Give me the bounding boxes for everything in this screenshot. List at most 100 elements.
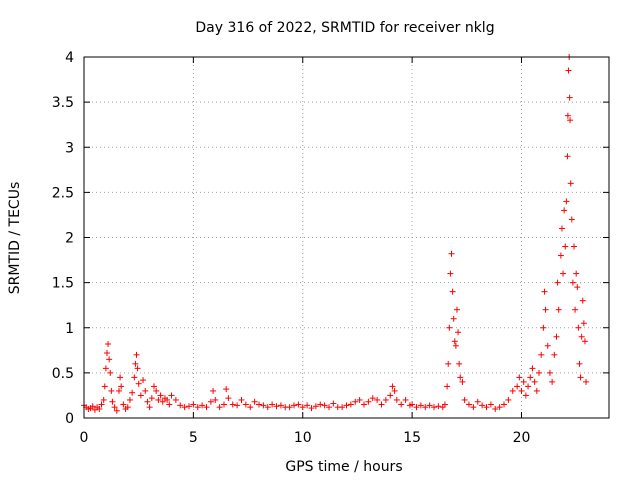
- data-point: [216, 404, 223, 411]
- data-point: [260, 402, 267, 409]
- data-point: [159, 398, 166, 405]
- x-axis-label: GPS time / hours: [285, 459, 402, 475]
- data-point: [431, 404, 437, 411]
- data-point: [129, 389, 136, 396]
- data-point: [566, 94, 573, 101]
- data-point: [553, 333, 560, 340]
- data-point: [560, 270, 567, 277]
- data-point: [576, 360, 583, 367]
- data-point: [393, 396, 400, 403]
- data-point: [109, 398, 116, 405]
- data-point: [134, 365, 141, 372]
- data-point: [190, 401, 197, 408]
- data-point: [529, 365, 536, 372]
- data-point: [339, 404, 346, 411]
- data-point: [132, 360, 139, 367]
- data-point: [422, 404, 429, 411]
- data-point: [447, 270, 454, 277]
- data-point: [444, 383, 451, 390]
- data-point: [194, 404, 201, 411]
- data-point: [137, 392, 144, 399]
- data-point: [291, 402, 297, 409]
- data-point: [100, 396, 107, 403]
- data-point: [212, 396, 219, 403]
- data-point: [487, 401, 494, 408]
- data-point: [389, 383, 396, 390]
- data-point: [106, 356, 113, 363]
- data-point: [533, 387, 540, 394]
- data-point: [518, 387, 525, 394]
- data-point: [448, 250, 455, 257]
- data-point: [536, 369, 542, 376]
- data-point: [96, 405, 103, 412]
- data-point: [256, 401, 262, 408]
- data-point: [108, 387, 115, 394]
- data-point: [413, 404, 420, 411]
- data-point: [577, 374, 584, 381]
- data-point: [453, 306, 460, 313]
- data-point: [575, 324, 582, 331]
- data-point: [564, 153, 571, 160]
- data-point: [451, 338, 458, 345]
- data-point: [554, 279, 561, 286]
- data-point: [317, 401, 324, 408]
- y-tick-label: 0.5: [52, 366, 74, 382]
- plot-frame: [83, 56, 610, 419]
- data-point: [542, 306, 549, 313]
- data-point: [567, 117, 574, 124]
- data-points: [81, 54, 590, 414]
- data-point: [199, 402, 206, 409]
- data-point: [369, 395, 376, 402]
- data-point: [238, 396, 245, 403]
- x-tick-label: 5: [189, 430, 198, 446]
- data-point: [277, 402, 284, 409]
- data-point: [435, 403, 442, 410]
- data-point: [483, 404, 490, 411]
- data-point: [295, 401, 302, 408]
- data-point: [558, 225, 565, 232]
- data-point: [417, 402, 424, 409]
- data-point: [286, 404, 293, 411]
- data-point: [374, 396, 381, 403]
- x-tick-label: 15: [403, 430, 421, 446]
- data-point: [168, 392, 175, 399]
- data-point: [461, 396, 468, 403]
- data-point: [445, 360, 452, 367]
- data-point: [441, 401, 448, 408]
- data-point: [565, 67, 572, 74]
- data-point: [102, 365, 109, 372]
- data-point: [455, 329, 462, 336]
- data-point: [459, 378, 466, 385]
- data-point: [516, 374, 523, 381]
- data-point: [146, 404, 153, 411]
- y-tick-label: 2.5: [52, 185, 74, 201]
- data-point: [573, 270, 580, 277]
- data-point: [457, 374, 464, 381]
- y-tick-label: 3: [65, 140, 74, 156]
- data-point: [557, 252, 564, 259]
- data-point: [164, 396, 171, 403]
- y-tick-label: 1.5: [52, 276, 74, 292]
- data-point: [172, 396, 179, 403]
- data-point: [312, 403, 319, 410]
- data-point: [157, 392, 164, 399]
- data-point: [107, 369, 114, 376]
- data-point: [144, 398, 151, 405]
- data-point: [142, 387, 149, 394]
- data-point: [572, 306, 579, 313]
- data-point: [450, 315, 457, 322]
- data-point: [89, 403, 96, 410]
- data-point: [562, 243, 569, 250]
- y-tick-label: 3.5: [52, 95, 74, 111]
- y-tick-label: 2: [65, 231, 74, 247]
- data-point: [546, 369, 553, 376]
- data-point: [567, 180, 574, 187]
- data-point: [527, 374, 534, 381]
- data-point: [203, 404, 210, 411]
- data-point: [580, 320, 587, 327]
- data-point: [103, 350, 110, 357]
- data-point: [382, 396, 389, 403]
- x-tick-label: 20: [513, 430, 531, 446]
- data-point: [326, 404, 332, 411]
- data-point: [153, 387, 160, 394]
